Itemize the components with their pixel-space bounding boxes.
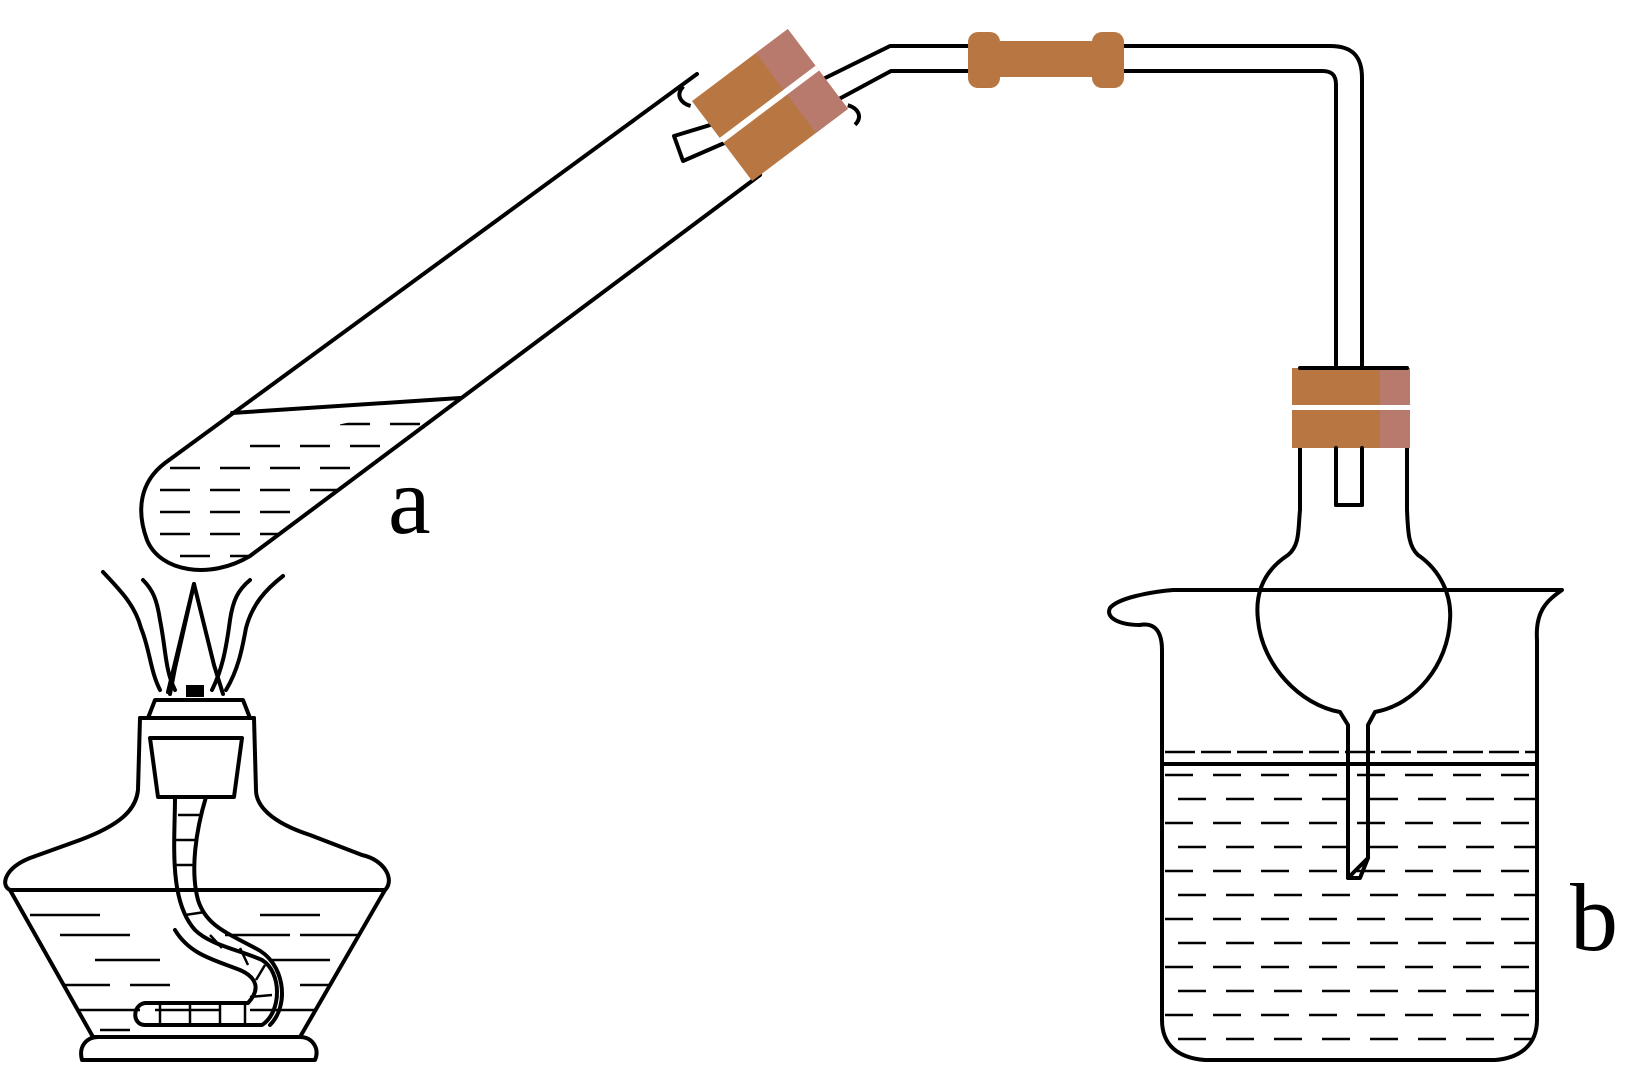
tube-liquid-surface bbox=[230, 396, 462, 415]
lamp-shoulder bbox=[3, 716, 391, 892]
flask-stopper bbox=[1292, 366, 1410, 507]
delivery-tube-upper-wall bbox=[813, 44, 977, 85]
flame-mid-right bbox=[210, 578, 252, 692]
delivery-tube-lower-wall bbox=[824, 69, 977, 108]
tube-stopper bbox=[677, 28, 861, 182]
lamp-wick bbox=[133, 795, 284, 1027]
rubber-connector bbox=[968, 32, 1124, 88]
beaker-b bbox=[1107, 588, 1564, 1062]
wick-outline-left bbox=[133, 795, 279, 1027]
wick-holder bbox=[148, 736, 244, 799]
lamp-cap-top bbox=[146, 698, 252, 720]
flame-inner bbox=[166, 582, 225, 696]
flame-outer-left bbox=[101, 570, 162, 692]
alcohol-lamp bbox=[3, 570, 391, 1062]
round-flask bbox=[1255, 366, 1453, 880]
flask-stem-tip bbox=[1346, 856, 1370, 880]
tube-wall bbox=[139, 72, 762, 572]
flame bbox=[101, 570, 285, 696]
delivery-tube-bottom-end bbox=[1334, 448, 1364, 507]
label-beaker-b: b bbox=[1570, 864, 1618, 971]
flame-mid-left bbox=[141, 578, 177, 692]
wick-tip bbox=[186, 685, 204, 697]
lamp-base bbox=[79, 1035, 319, 1062]
delivery-tube-outer-wall bbox=[1118, 44, 1364, 372]
delivery-tube-inner-end bbox=[672, 120, 747, 163]
lamp-liquid-dashes bbox=[30, 913, 365, 1032]
wick-outline-right bbox=[192, 795, 284, 1027]
delivery-tube-inner-wall bbox=[1118, 69, 1338, 372]
label-tube-a: a bbox=[388, 447, 431, 554]
beaker-outline bbox=[1107, 588, 1564, 1062]
test-tube-a bbox=[139, 72, 762, 572]
delivery-tube bbox=[672, 32, 1364, 507]
flame-inner-left bbox=[168, 582, 196, 696]
flame-outer-right bbox=[224, 574, 285, 692]
flask-outline bbox=[1255, 446, 1453, 880]
beaker-water-dashes bbox=[1165, 773, 1537, 1041]
